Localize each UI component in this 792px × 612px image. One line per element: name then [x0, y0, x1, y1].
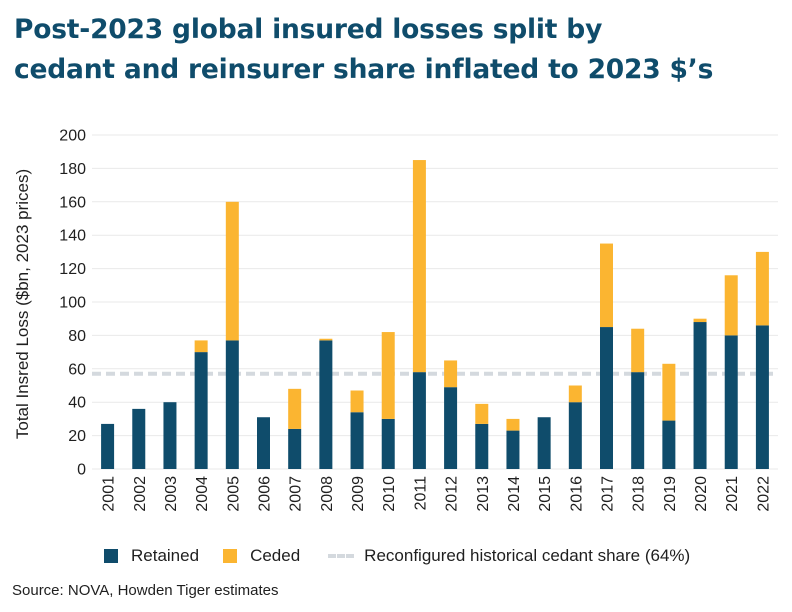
bar-ceded-2019 — [662, 363, 676, 421]
bar-ceded-2014 — [506, 418, 520, 431]
x-tick-label: 2021 — [724, 476, 741, 512]
x-tick-label: 2004 — [194, 476, 211, 512]
bar-retained-2016 — [568, 402, 582, 469]
x-tick-label: 2020 — [693, 476, 710, 512]
x-tick-label: 2001 — [101, 476, 118, 512]
bar-retained-2010 — [381, 418, 395, 469]
x-tick-label: 2008 — [319, 476, 336, 512]
y-tick-label: 0 — [77, 462, 86, 479]
bar-retained-2022 — [755, 325, 769, 469]
bar-retained-2001 — [101, 423, 115, 469]
x-tick-label: 2022 — [755, 476, 772, 512]
x-tick-label: 2014 — [506, 476, 523, 512]
legend-swatch-retained — [104, 549, 118, 563]
y-tick-label: 100 — [59, 295, 86, 312]
y-tick-label: 80 — [68, 328, 86, 345]
legend-item-retained: Retained — [104, 546, 199, 566]
legend-item-ceded: Ceded — [223, 546, 300, 566]
bar-retained-2015 — [537, 417, 551, 469]
bar-ceded-2017 — [600, 243, 613, 328]
x-tick-label: 2010 — [381, 476, 398, 512]
legend-label-ceded: Ceded — [250, 546, 301, 565]
y-axis-ticks: 0 20 40 60 80 100 120 140 160 180 200 — [59, 128, 86, 479]
bar-retained-2019 — [662, 420, 676, 469]
chart-title-line-2: cedant and reinsurer share inflated to 2… — [14, 54, 714, 85]
bar-retained-2011 — [412, 372, 426, 469]
bar-ceded-2004 — [194, 340, 208, 353]
y-tick-label: 160 — [59, 194, 86, 211]
legend-swatch-reference — [328, 554, 355, 558]
bar-retained-2009 — [350, 412, 364, 469]
bar-retained-2008 — [319, 340, 333, 469]
x-tick-label: 2015 — [537, 476, 554, 512]
bar-ceded-2018 — [631, 328, 645, 373]
y-tick-label: 140 — [59, 228, 86, 245]
x-tick-label: 2017 — [600, 476, 617, 512]
legend-swatch-ceded — [223, 549, 238, 563]
chart-title-line-1: Post-2023 global insured losses split by — [14, 14, 603, 45]
bar-chart: 0 20 40 60 80 100 120 140 160 180 200 2001 2002 2003… — [13, 128, 778, 512]
chart-title: Post-2023 global insured losses split by… — [14, 10, 784, 90]
x-axis-ticks: 2001 2002 2003 2004 2005 2006 2007 2008 2009 2010… — [101, 476, 773, 512]
bar-retained-2006 — [257, 417, 270, 469]
bar-retained-2003 — [163, 402, 177, 469]
bar-retained-2017 — [600, 327, 613, 469]
bars — [101, 160, 769, 469]
bar-ceded-2011 — [412, 160, 426, 373]
bar-ceded-2021 — [724, 275, 738, 336]
bar-retained-2018 — [631, 372, 645, 469]
bar-ceded-2013 — [475, 403, 489, 424]
bar-retained-2013 — [475, 423, 489, 469]
y-tick-label: 60 — [68, 361, 86, 378]
x-tick-label: 2018 — [631, 476, 648, 512]
bar-retained-2004 — [194, 352, 208, 469]
bar-retained-2005 — [225, 340, 239, 469]
x-tick-label: 2007 — [288, 476, 305, 512]
bar-ceded-2020 — [693, 318, 707, 323]
bar-ceded-2012 — [444, 360, 458, 388]
bar-ceded-2005 — [225, 201, 239, 341]
source-note: Source: NOVA, Howden Tiger estimates — [12, 582, 279, 599]
x-tick-label: 2011 — [412, 476, 429, 511]
bar-ceded-2007 — [288, 388, 302, 429]
y-tick-label: 120 — [59, 261, 86, 278]
bar-ceded-2016 — [568, 385, 582, 403]
bar-retained-2007 — [288, 428, 302, 469]
x-tick-label: 2016 — [568, 476, 585, 512]
bar-ceded-2022 — [755, 251, 769, 326]
y-tick-label: 20 — [68, 428, 86, 445]
legend-item-reference: Reconfigured historical cedant share (64… — [328, 546, 690, 566]
legend-label-reference: Reconfigured historical cedant share (64… — [364, 546, 691, 565]
bar-retained-2002 — [132, 408, 146, 469]
y-tick-label: 40 — [68, 395, 86, 412]
bar-ceded-2010 — [381, 332, 395, 419]
y-tick-label: 180 — [59, 161, 86, 178]
x-tick-label: 2013 — [475, 476, 492, 512]
x-tick-label: 2003 — [163, 476, 180, 512]
bar-retained-2012 — [444, 387, 458, 469]
x-tick-label: 2019 — [662, 476, 679, 512]
x-tick-label: 2005 — [225, 476, 242, 512]
x-tick-label: 2002 — [132, 476, 149, 512]
legend-label-retained: Retained — [131, 546, 200, 565]
y-axis-title: Total Insred Loss ($bn, 2023 prices) — [13, 169, 32, 439]
bar-retained-2020 — [693, 322, 707, 469]
x-tick-label: 2009 — [350, 476, 367, 512]
x-tick-label: 2006 — [257, 476, 274, 512]
x-tick-label: 2012 — [444, 476, 461, 512]
bar-ceded-2008 — [319, 338, 333, 341]
y-tick-label: 200 — [59, 128, 86, 145]
bar-retained-2014 — [506, 430, 520, 469]
bar-retained-2021 — [724, 335, 738, 469]
legend: Retained Ceded Reconfigured historical c… — [104, 544, 714, 568]
bar-ceded-2009 — [350, 390, 364, 413]
